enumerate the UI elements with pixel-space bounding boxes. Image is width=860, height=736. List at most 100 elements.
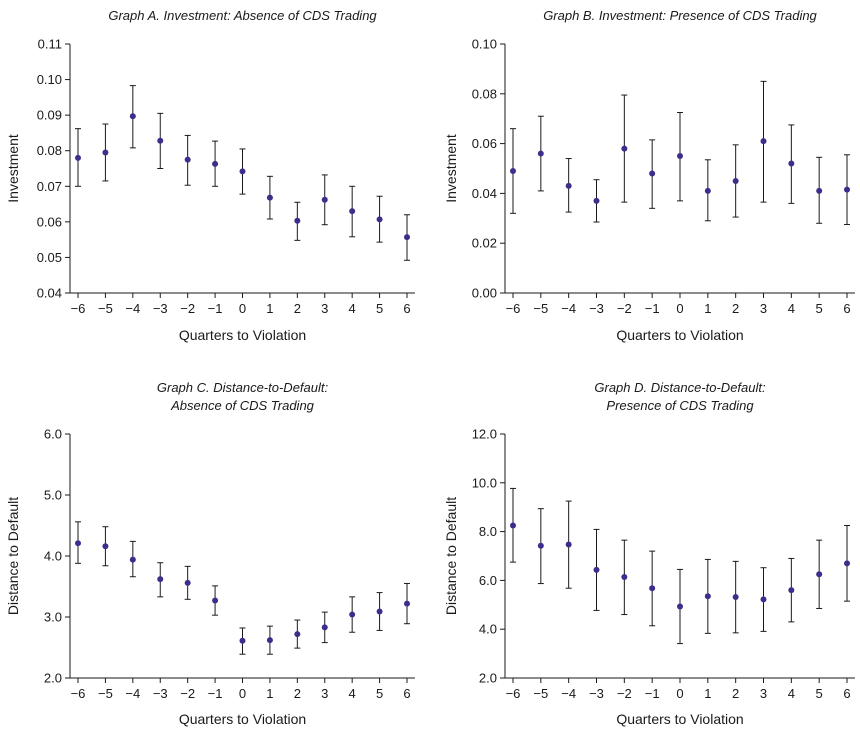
- panel-c-x-tick-label: 5: [376, 686, 383, 701]
- panel-d-data-point: [565, 541, 572, 548]
- panel-d-x-tick-label: −3: [589, 686, 604, 701]
- panel-c-data-point: [321, 624, 328, 631]
- panel-c-x-tick-label: 4: [349, 686, 356, 701]
- panel-a-data-point: [376, 216, 383, 223]
- panel-d-data-point: [621, 573, 628, 580]
- panel-d-x-tick-label: −6: [506, 686, 521, 701]
- panel-c-data-point: [266, 637, 273, 644]
- panel-c-data-point: [294, 631, 301, 638]
- panel-a-data-point: [239, 168, 246, 175]
- panel-b-x-tick-label: −5: [533, 301, 548, 316]
- panel-c-data-point: [349, 611, 356, 618]
- panel-b-y-tick-label: 0.06: [472, 136, 497, 151]
- panel-c-x-tick-label: −3: [153, 686, 168, 701]
- panel-b-data-point: [732, 177, 739, 184]
- panel-b-y-tick-label: 0.04: [472, 186, 497, 201]
- panel-a-data-point: [212, 160, 219, 167]
- panel-a-data-point: [184, 156, 191, 163]
- panel-b-data-point: [677, 153, 683, 160]
- panel-c-y-tick-label: 4.0: [44, 549, 62, 564]
- panel-b-x-tick-label: −3: [589, 301, 604, 316]
- panel-d-title-line-1: Graph D. Distance-to-Default:: [594, 380, 766, 395]
- panel-d-x-tick-label: −5: [533, 686, 548, 701]
- panel-c-data-point: [75, 540, 81, 547]
- panel-c-x-tick-label: 6: [403, 686, 410, 701]
- panel-a: Graph A. Investment: Absence of CDS Trad…: [5, 8, 415, 343]
- panel-c-x-tick-label: −2: [180, 686, 195, 701]
- panel-d-x-tick-label: 4: [788, 686, 795, 701]
- panel-a-y-tick-label: 0.05: [37, 250, 62, 265]
- panel-d-data-point: [704, 593, 711, 600]
- panel-d-data-point: [510, 522, 516, 529]
- panel-d-x-tick-label: −2: [617, 686, 632, 701]
- panel-d-y-tick-label: 10.0: [472, 475, 497, 490]
- panel-c-y-tick-label: 3.0: [44, 610, 62, 625]
- panel-d-x-tick-label: −4: [561, 686, 576, 701]
- panel-d-y-tick-label: 4.0: [479, 622, 497, 637]
- panel-d-data-point: [649, 585, 656, 592]
- panel-a-x-tick-label: 6: [403, 301, 410, 316]
- panel-c-x-tick-label: 0: [239, 686, 246, 701]
- panel-b-data-point: [704, 187, 711, 194]
- panel-c-data-point: [376, 608, 383, 615]
- panel-a-x-axis-label: Quarters to Violation: [179, 327, 306, 343]
- panel-a-data-point: [102, 149, 109, 156]
- panel-a-data-point: [294, 217, 301, 224]
- panel-d-title-line-2: Presence of CDS Trading: [606, 398, 754, 413]
- panel-b-y-tick-label: 0.00: [472, 286, 497, 301]
- panel-c-x-tick-label: −4: [125, 686, 140, 701]
- panel-c-x-tick-label: 1: [266, 686, 273, 701]
- panel-a-x-tick-label: 0: [239, 301, 246, 316]
- panel-b-y-tick-label: 0.02: [472, 236, 497, 251]
- panel-a-data-point: [75, 154, 81, 161]
- panel-b-x-axis-label: Quarters to Violation: [616, 327, 743, 343]
- panel-a-x-tick-label: −4: [125, 301, 140, 316]
- panel-a-y-tick-label: 0.08: [37, 143, 62, 158]
- panel-c: Graph C. Distance-to-Default: Absence of …: [5, 380, 415, 727]
- panel-d-x-tick-label: 0: [676, 686, 683, 701]
- panel-a-y-tick-label: 0.10: [37, 72, 62, 87]
- panel-d-y-tick-label: 2.0: [479, 671, 497, 686]
- panel-a-data-point: [404, 234, 410, 241]
- panel-d-x-tick-label: 6: [843, 686, 850, 701]
- panel-c-data-point: [239, 637, 246, 644]
- panel-b-data-point: [593, 197, 600, 204]
- panel-d-data-point: [537, 542, 544, 549]
- panel-b-data-point: [788, 160, 795, 167]
- panel-a-y-tick-label: 0.11: [38, 37, 62, 52]
- panel-b-title-line-1: Graph B. Investment: Presence of CDS Tra…: [543, 8, 817, 23]
- panel-a-x-tick-label: 1: [266, 301, 273, 316]
- panel-d-x-tick-label: 2: [732, 686, 739, 701]
- panel-a-x-tick-label: −5: [98, 301, 113, 316]
- panel-c-x-axis-label: Quarters to Violation: [179, 711, 306, 727]
- panel-c-x-tick-label: −6: [71, 686, 86, 701]
- panel-a-x-tick-label: 2: [294, 301, 301, 316]
- panel-b-data-point: [537, 150, 544, 157]
- panel-d-y-tick-label: 6.0: [479, 573, 497, 588]
- panel-d-data-point: [844, 560, 850, 567]
- panel-d-y-tick-label: 8.0: [479, 524, 497, 539]
- panel-d-data-point: [816, 571, 823, 578]
- panel-c-data-point: [129, 556, 136, 563]
- panel-d-x-tick-label: 5: [816, 686, 823, 701]
- panel-d-data-point: [677, 603, 683, 610]
- panel-a-x-tick-label: 5: [376, 301, 383, 316]
- panel-b-y-tick-label: 0.10: [472, 37, 497, 52]
- panel-c-x-tick-label: 3: [321, 686, 328, 701]
- panel-b-data-point: [621, 145, 628, 152]
- panel-b-data-point: [844, 186, 850, 193]
- panel-a-x-tick-label: −1: [208, 301, 223, 316]
- panel-d-x-tick-label: 1: [704, 686, 711, 701]
- panel-c-data-point: [102, 543, 109, 550]
- panel-d-x-tick-label: −1: [645, 686, 660, 701]
- panel-a-data-point: [157, 137, 164, 144]
- panel-b-y-axis-label: Investment: [443, 134, 459, 203]
- panel-a-data-point: [321, 196, 328, 203]
- panel-d-y-tick-label: 12.0: [472, 427, 497, 442]
- panel-a-y-tick-label: 0.07: [37, 179, 62, 194]
- panel-c-data-point: [184, 579, 191, 586]
- panel-a-x-tick-label: 4: [349, 301, 356, 316]
- panel-b-x-tick-label: 6: [843, 301, 850, 316]
